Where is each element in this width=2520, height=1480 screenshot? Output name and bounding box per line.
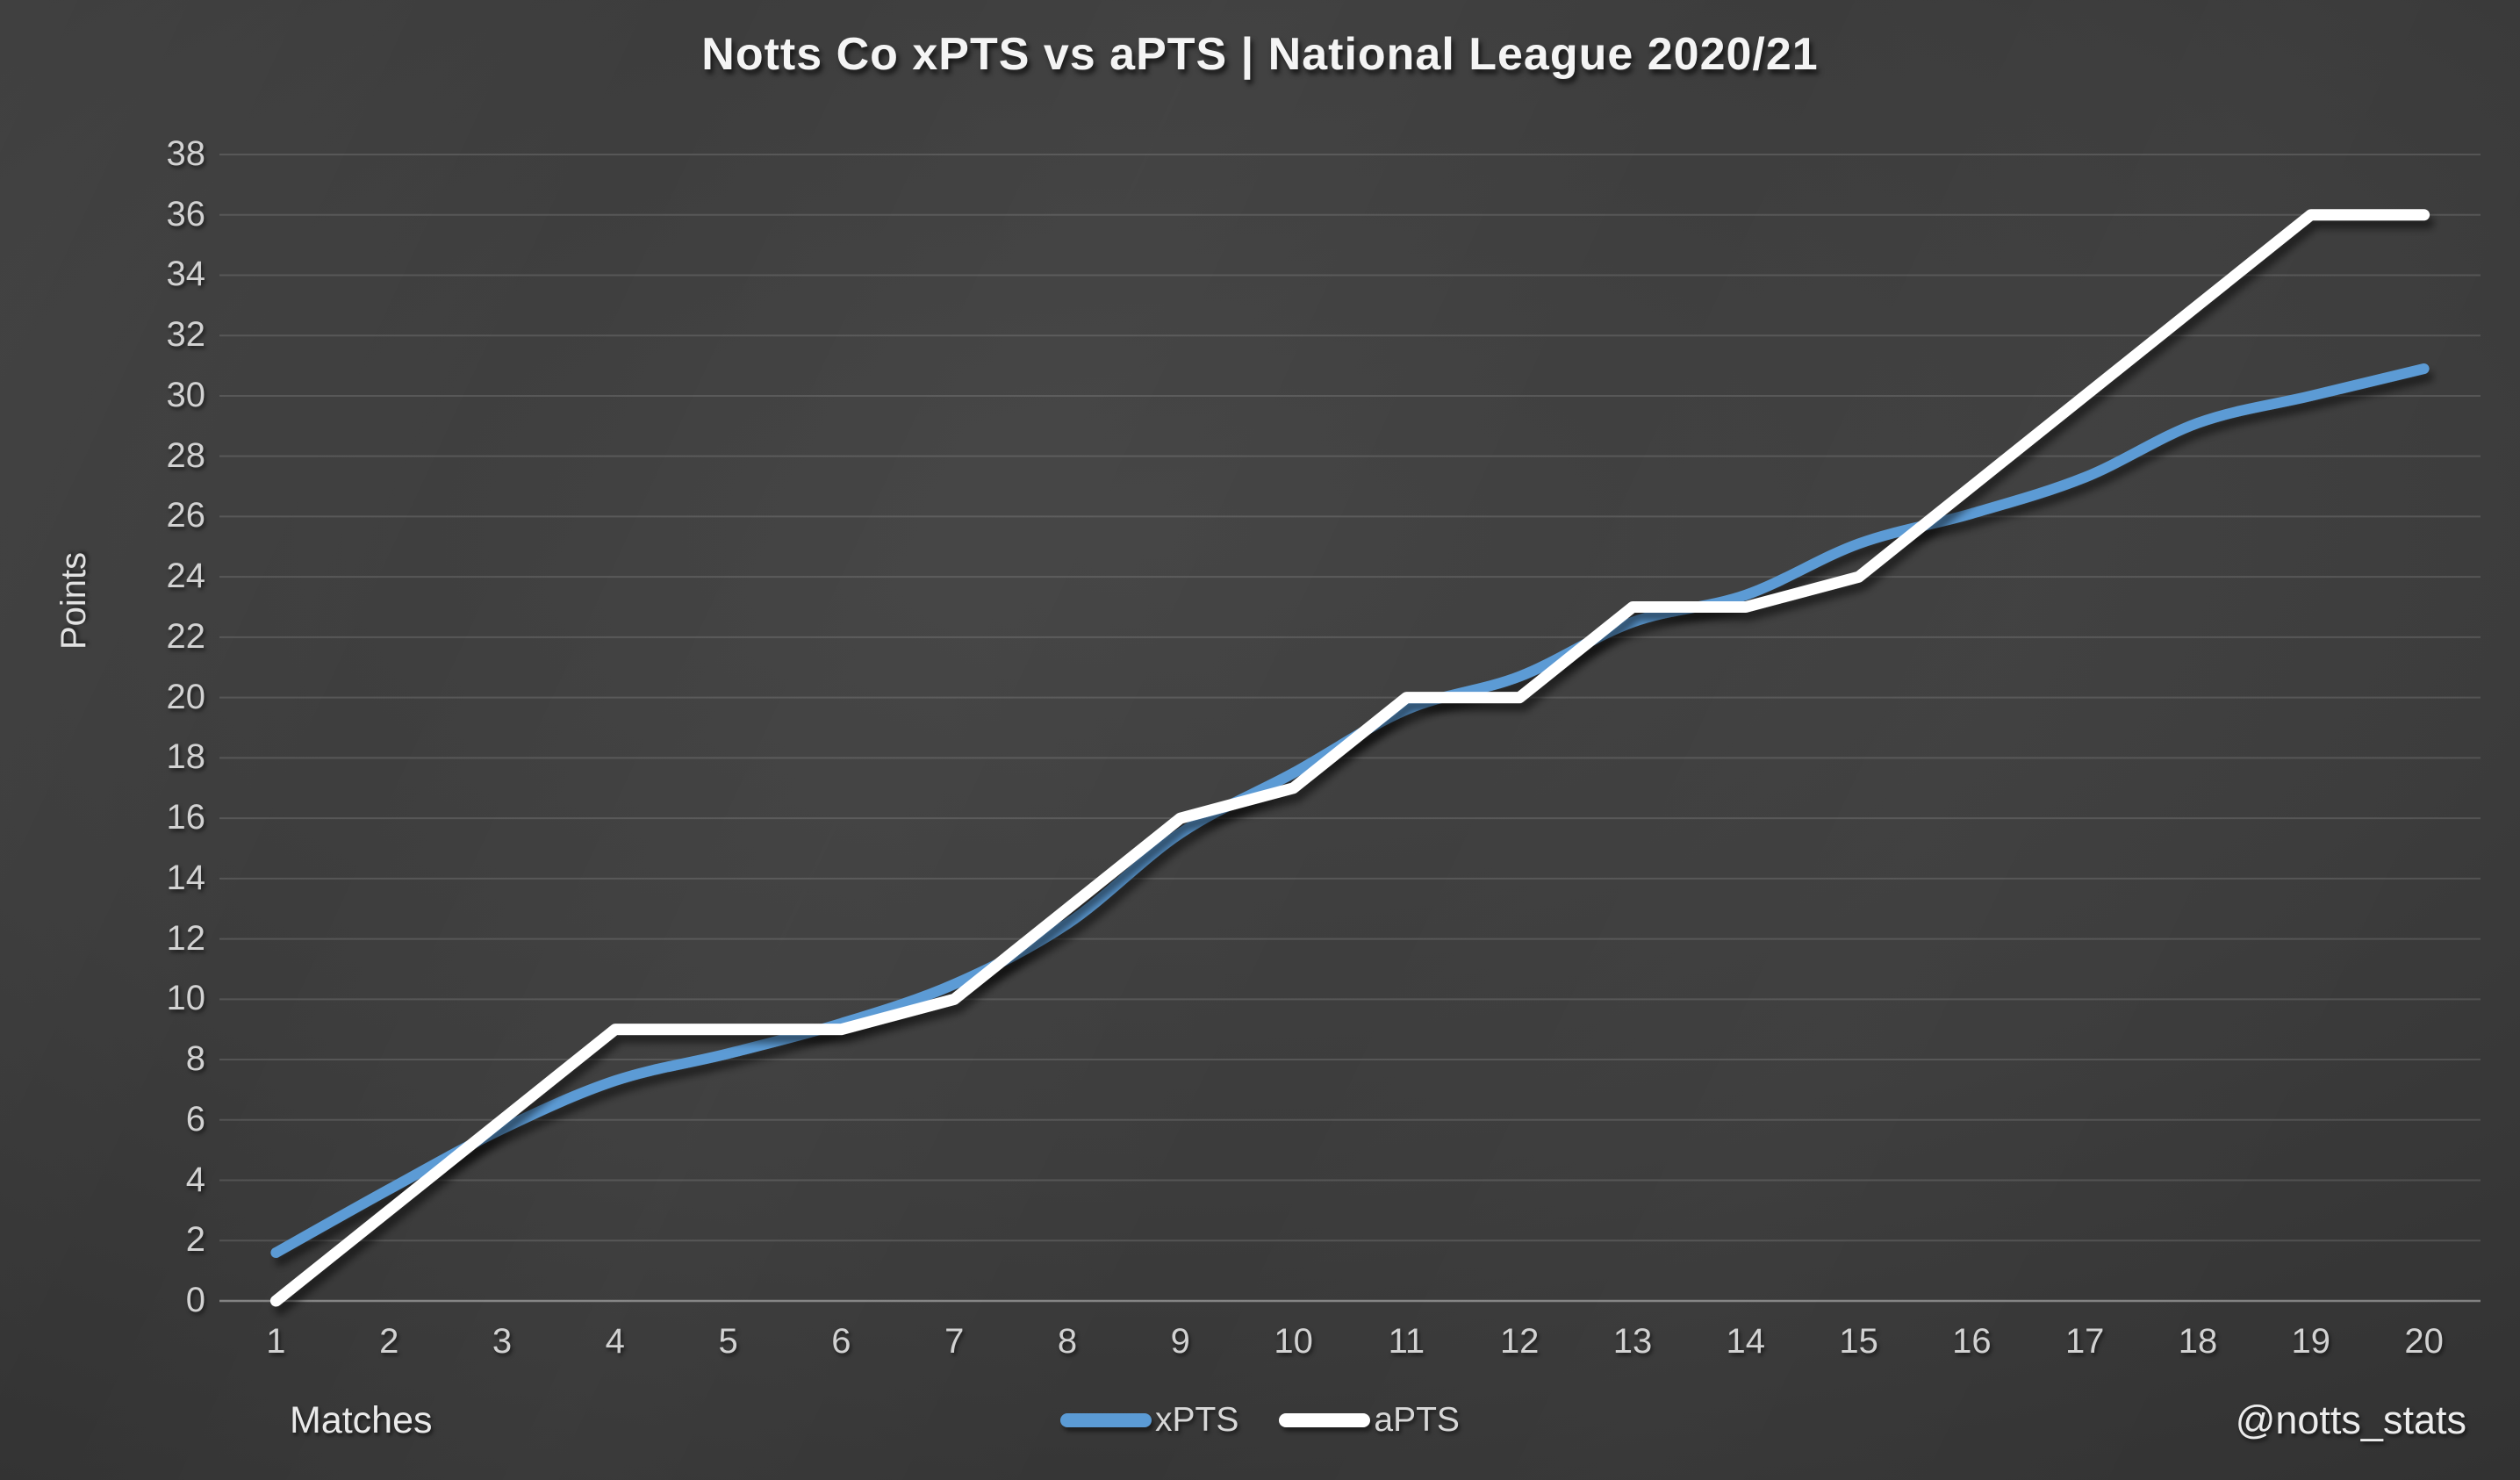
apts-line — [269, 209, 2430, 1307]
gridlines — [219, 154, 2481, 1303]
y-tick-label: 10 — [166, 979, 206, 1018]
x-tick-label: 9 — [1170, 1322, 1190, 1361]
x-tick-label: 4 — [605, 1322, 625, 1361]
xpts-line — [270, 363, 2430, 1259]
x-tick-label: 5 — [718, 1322, 738, 1361]
legend-item-xpts: xPTS — [1060, 1401, 1238, 1440]
legend: xPTS aPTS — [0, 1401, 2520, 1440]
y-tick-label: 6 — [185, 1099, 205, 1139]
y-tick-label: 0 — [185, 1281, 205, 1319]
x-tick-label: 10 — [1274, 1322, 1313, 1361]
x-tick-label: 20 — [2404, 1322, 2444, 1361]
x-tick-label: 17 — [2064, 1322, 2105, 1361]
y-tick-label: 36 — [166, 194, 206, 233]
x-tick-label: 18 — [2178, 1322, 2218, 1361]
y-tick-label: 34 — [166, 255, 206, 294]
apts-line-swatch — [1279, 1413, 1371, 1427]
x-tick-label: 7 — [944, 1322, 965, 1361]
x-axis-title: Matches — [290, 1399, 433, 1441]
y-tick-label: 32 — [166, 315, 206, 355]
x-tick-label: 6 — [831, 1322, 851, 1361]
legend-label-apts: aPTS — [1374, 1401, 1460, 1439]
y-tick-label: 2 — [185, 1220, 205, 1260]
x-tick-label: 14 — [1726, 1322, 1766, 1361]
chart-title: Notts Co xPTS vs aPTS | National League … — [701, 29, 1819, 80]
y-tick-label: 4 — [185, 1160, 205, 1199]
y-tick-label: 24 — [166, 557, 206, 596]
x-tick-label: 13 — [1612, 1322, 1653, 1361]
y-tick-label: 20 — [166, 677, 206, 716]
y-tick-label: 18 — [166, 737, 206, 777]
y-tick-label: 28 — [166, 435, 206, 475]
legend-label-xpts: xPTS — [1155, 1401, 1239, 1439]
y-tick-label: 38 — [166, 134, 206, 173]
x-tick-label: 16 — [1952, 1322, 1992, 1361]
x-tick-label: 2 — [379, 1322, 399, 1361]
y-tick-label: 12 — [166, 918, 206, 958]
series-lines — [269, 209, 2430, 1307]
y-tick-label: 8 — [185, 1039, 205, 1079]
x-tick-label: 3 — [492, 1322, 513, 1361]
watermark: @notts_stats — [2235, 1397, 2466, 1442]
x-tick-label: 15 — [1839, 1322, 1878, 1361]
y-tick-label: 22 — [166, 616, 206, 656]
x-tick-label: 12 — [1499, 1322, 1540, 1361]
x-tick-label: 1 — [266, 1322, 286, 1361]
y-tick-label: 26 — [166, 496, 206, 535]
y-tick-label: 30 — [166, 375, 206, 414]
xpts-line-swatch — [1060, 1413, 1152, 1427]
x-tick-label: 8 — [1057, 1322, 1078, 1361]
y-tick-label: 14 — [166, 858, 206, 897]
y-tick-label: 16 — [166, 798, 206, 837]
x-tick-label: 19 — [2291, 1322, 2331, 1361]
x-tick-label: 11 — [1388, 1322, 1425, 1361]
legend-item-apts: aPTS — [1279, 1401, 1460, 1440]
